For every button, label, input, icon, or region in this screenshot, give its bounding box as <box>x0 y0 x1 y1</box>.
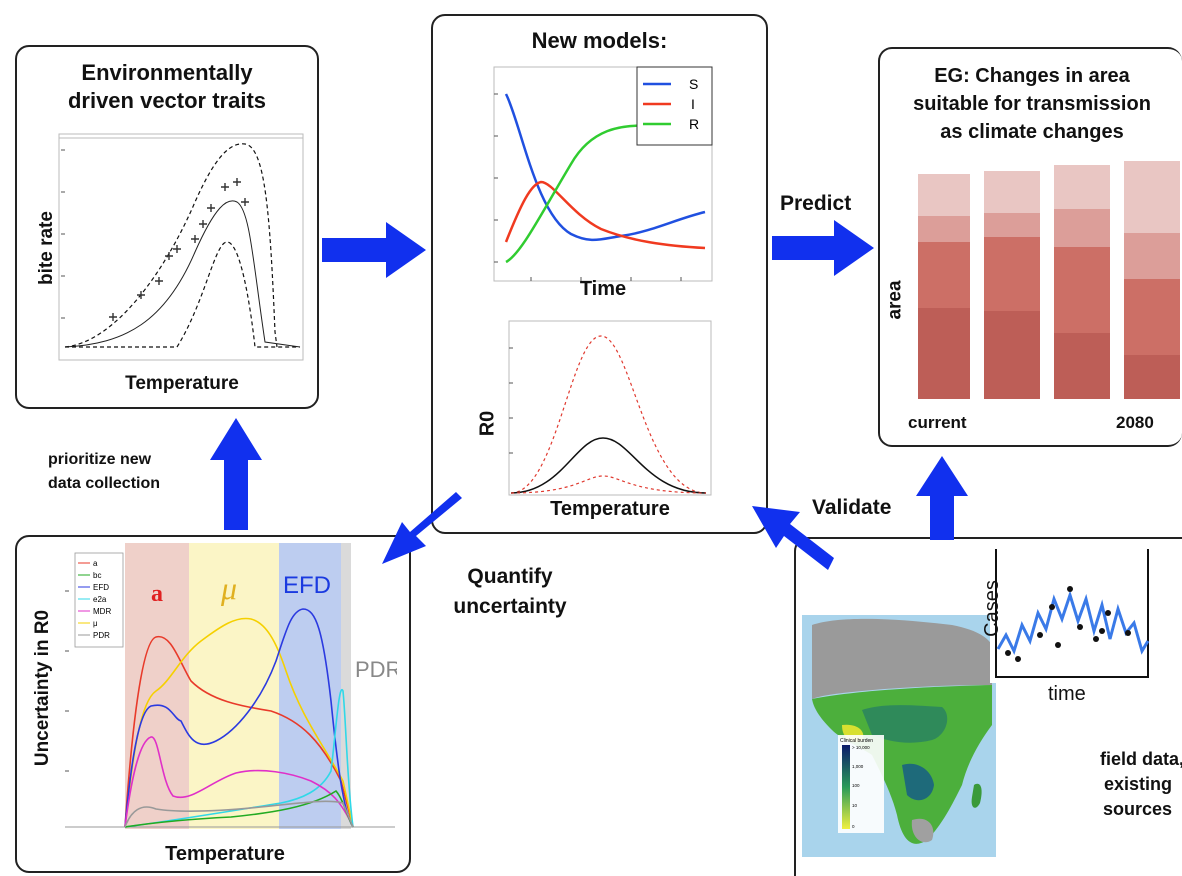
legend-s: S <box>689 76 698 92</box>
arrow-quantify <box>382 492 462 564</box>
r0-chart <box>508 320 712 496</box>
map-legend-tick-0: > 10,000 <box>852 745 870 750</box>
arrow-predict <box>772 220 874 276</box>
new-models-title: New models: <box>531 28 668 53</box>
band-a-label: a <box>151 581 163 607</box>
new-models-panel: New models: S I R Time <box>431 14 768 534</box>
legend-efd: EFD <box>93 583 109 592</box>
cases-observations <box>1005 586 1131 662</box>
vector-traits-title: Environmentally driven vector traits <box>67 60 267 113</box>
north-africa <box>812 618 992 699</box>
map-legend-tick-3: 10 <box>852 803 858 808</box>
bar-2080 <box>1124 161 1180 399</box>
area-change-title: EG: Changes in area suitable for transmi… <box>913 65 1151 143</box>
band-mu-label: μ <box>220 570 237 606</box>
vector-traits-panel: Environmentally driven vector traits bit… <box>15 45 319 409</box>
predict-label: Predict <box>780 192 852 215</box>
data-points <box>109 178 249 321</box>
curve-mu <box>124 617 354 828</box>
uncertainty-legend: a bc EFD e2a MDR μ PDR <box>74 552 124 648</box>
upper-bound-curve <box>64 143 278 348</box>
curve-a <box>124 635 354 828</box>
arrow-validate-models <box>752 506 834 570</box>
curve-e2a <box>124 688 354 828</box>
africa-map: Clinical burden > 10,000 1,000 100 10 0 <box>802 615 996 857</box>
r0-axis-label: R0 <box>476 410 499 437</box>
band-a <box>125 543 189 829</box>
uncertainty-axis-label: Uncertainty in R0 <box>32 609 53 767</box>
curve-efd <box>124 608 354 828</box>
r0-temperature-label: Temperature <box>550 498 670 520</box>
x-label-2080: 2080 <box>1116 413 1154 432</box>
madagascar <box>971 783 982 808</box>
cases-inset-chart <box>990 549 1154 683</box>
area-bar-chart <box>918 161 1180 399</box>
r0-upper-bound <box>510 335 707 494</box>
s-curve <box>504 93 706 242</box>
arrow-validate-area <box>916 456 968 540</box>
band-efd-label: EFD <box>283 572 331 599</box>
x-label-current: current <box>908 413 967 432</box>
area-change-panel: EG: Changes in area suitable for transmi… <box>878 47 1182 447</box>
field-data-panel: Clinical burden > 10,000 1,000 100 10 0 … <box>794 537 1182 876</box>
map-legend-tick-1: 1,000 <box>852 764 864 769</box>
r0-median <box>510 437 707 494</box>
band-pdr <box>341 543 351 829</box>
sir-legend: S I R <box>636 66 713 146</box>
legend-mu: μ <box>93 619 98 628</box>
time-inset-label: time <box>1048 683 1086 705</box>
uncertainty-panel: a bc EFD e2a MDR μ PDR a μ EFD PDR Uncer… <box>15 535 411 873</box>
bite-rate-chart <box>58 133 304 361</box>
sir-chart: S I R <box>493 66 713 282</box>
quantify-label: Quantify uncertainty <box>453 565 567 618</box>
time-axis-label: Time <box>579 278 627 300</box>
cases-series <box>996 590 1150 656</box>
legend-a: a <box>93 559 98 568</box>
legend-e2a: e2a <box>93 595 107 604</box>
field-data-caption: field data, existing sources <box>1099 749 1182 819</box>
bar-current <box>918 174 970 399</box>
i-curve <box>504 180 706 250</box>
map-legend-tick-4: 0 <box>852 824 855 829</box>
fit-curve <box>64 200 301 348</box>
curve-pdr <box>124 800 354 828</box>
temperature-axis-label: Temperature <box>125 373 239 394</box>
area-axis-label: area <box>884 280 906 320</box>
legend-i: I <box>691 96 695 112</box>
legend-bc: bc <box>93 571 101 580</box>
uncertainty-chart: a bc EFD e2a MDR μ PDR a μ EFD PDR <box>63 543 397 829</box>
band-pdr-label: PDR <box>355 657 397 682</box>
africa-burden <box>812 685 992 844</box>
bar-3 <box>1054 165 1110 399</box>
curve-mdr <box>124 736 354 828</box>
validate-label: Validate <box>812 496 892 519</box>
prioritize-label: prioritize new data collection <box>48 451 161 492</box>
legend-mdr: MDR <box>93 607 111 616</box>
map-legend-tick-2: 100 <box>852 783 860 788</box>
legend-pdr: PDR <box>93 631 110 640</box>
legend-r: R <box>689 116 699 132</box>
arrow-prioritize <box>210 418 262 530</box>
uncertainty-temperature-label: Temperature <box>165 843 285 865</box>
cases-axis-label: Cases <box>980 580 1003 637</box>
bite-rate-axis-label: bite rate <box>36 211 57 285</box>
arrow-to-models <box>322 222 426 278</box>
bar-2 <box>984 171 1040 399</box>
map-legend: Clinical burden > 10,000 1,000 100 10 0 <box>838 735 884 833</box>
map-legend-title: Clinical burden <box>840 738 873 744</box>
